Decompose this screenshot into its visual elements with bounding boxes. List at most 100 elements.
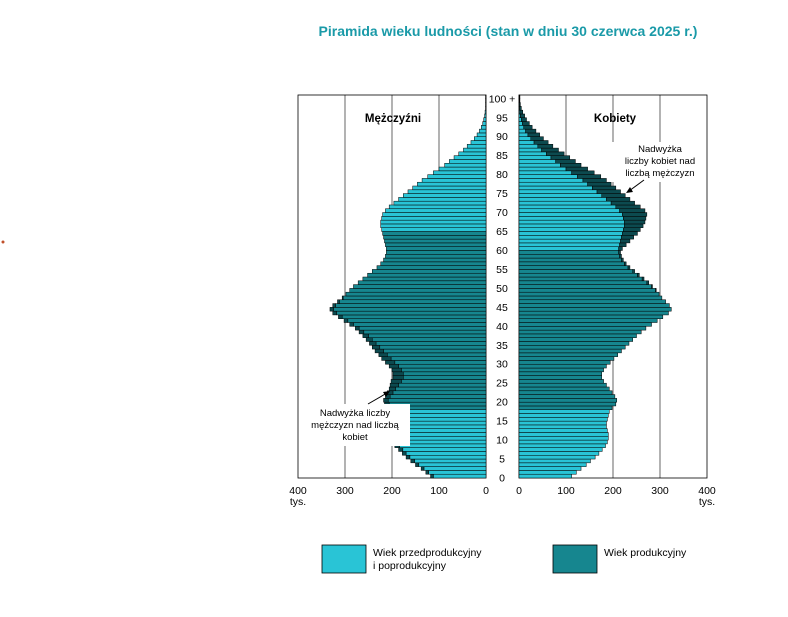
bar-women <box>518 197 607 202</box>
bar-men-surplus <box>369 341 377 346</box>
bar-women-surplus <box>546 151 565 156</box>
bar-men-surplus <box>332 310 337 316</box>
bar-women <box>518 333 637 338</box>
bar-men <box>390 356 487 361</box>
bar-men <box>393 200 487 206</box>
age-tick-label: 20 <box>496 397 508 409</box>
bar-women <box>518 424 607 429</box>
bar-men <box>341 314 487 319</box>
bar-women-surplus <box>571 170 595 175</box>
age-tick-label: 15 <box>496 416 508 428</box>
age-tick-label: 100 + <box>489 93 516 105</box>
bar-men <box>362 276 487 282</box>
bar-men-surplus <box>402 451 407 456</box>
bar-women <box>518 257 622 263</box>
bar-women <box>518 132 529 137</box>
bar-men-surplus <box>343 318 349 323</box>
bar-women <box>518 181 588 187</box>
bar-women <box>518 147 542 153</box>
bar-women <box>518 250 619 255</box>
annotation-women-surplus-line: liczby kobiet nad <box>625 156 695 167</box>
bar-women <box>518 231 623 236</box>
annotation-women-surplus-line: Nadwyżka <box>638 144 683 155</box>
bar-women <box>518 345 626 350</box>
bar-women <box>518 322 652 327</box>
bar-men <box>405 451 487 456</box>
annotation-women-arrow-line <box>628 179 645 192</box>
bar-men <box>349 288 487 293</box>
bar-women <box>518 363 607 369</box>
bar-women <box>518 276 643 282</box>
bar-women <box>518 208 620 213</box>
bar-women-surplus <box>641 276 645 282</box>
bar-men <box>449 159 487 164</box>
bar-women <box>518 432 609 437</box>
bar-women-surplus <box>541 147 559 153</box>
bar-men <box>484 113 487 119</box>
bar-men <box>396 432 487 437</box>
bar-men-surplus <box>425 470 429 475</box>
bar-men <box>339 299 487 304</box>
bar-men-surplus <box>389 382 399 388</box>
bar-men <box>357 280 487 285</box>
bar-women <box>518 155 552 160</box>
age-tick-label: 35 <box>496 340 508 352</box>
decorative-dot <box>1 240 5 244</box>
bar-women <box>518 367 604 373</box>
x-tick-label-left: 300 <box>336 485 354 497</box>
bar-men-surplus <box>415 462 420 467</box>
bar-women <box>518 454 596 460</box>
bar-women <box>518 428 608 433</box>
age-tick-label: 65 <box>496 226 508 238</box>
bar-women <box>518 280 648 285</box>
bar-men-surplus <box>341 295 344 301</box>
bar-women-surplus <box>520 113 525 119</box>
bar-women-surplus <box>651 284 653 289</box>
age-axis: 0 5 10 15 20 25 30 35 40 45 50 55 60 65 70 75 80 85 90 95 10… <box>489 93 516 484</box>
bar-women <box>518 458 591 464</box>
bar-women <box>518 284 652 289</box>
bar-women-surplus <box>615 204 641 210</box>
bar-women-surplus <box>624 219 646 225</box>
age-tick-label: 90 <box>496 131 508 143</box>
bar-women-surplus <box>622 212 648 217</box>
bar-women <box>518 398 618 403</box>
annotation-men-surplus-line: Nadwyżka liczby <box>320 408 390 419</box>
bar-men <box>398 420 487 426</box>
bar-women <box>518 386 610 392</box>
age-tick-label: 45 <box>496 302 508 314</box>
age-tick-label: 5 <box>499 454 505 466</box>
bar-women <box>518 163 561 168</box>
bar-men-surplus <box>332 303 336 308</box>
bar-men-surplus <box>388 386 397 392</box>
unit-label-right: tys. <box>699 496 715 508</box>
bar-men <box>409 454 487 460</box>
bar-men-surplus <box>355 326 360 331</box>
bar-men <box>407 189 487 194</box>
bar-men <box>397 428 487 433</box>
bar-men <box>380 219 487 225</box>
bar-men-surplus <box>392 375 404 380</box>
bar-men <box>336 310 487 316</box>
bar-men <box>333 307 487 312</box>
bar-women-surplus <box>618 250 621 255</box>
bar-men <box>386 246 487 251</box>
bar-women-surplus <box>632 269 635 274</box>
bar-men <box>387 352 487 357</box>
bar-men <box>412 185 487 191</box>
bar-men <box>453 155 487 160</box>
bar-women <box>518 151 547 156</box>
bar-men <box>386 250 487 255</box>
bar-men <box>380 223 487 228</box>
age-tick-label: 10 <box>496 435 508 447</box>
bar-women-surplus <box>619 208 646 213</box>
bar-women <box>518 326 647 331</box>
bar-men <box>389 394 487 399</box>
bar-women-surplus <box>619 254 622 259</box>
bar-women-surplus <box>519 106 522 111</box>
panel-label-men: Mężczyźni <box>365 113 421 125</box>
annotation-men-arrow-line <box>367 392 388 405</box>
legend-label: Wiek produkcyjny <box>604 547 687 559</box>
legend-swatch <box>321 544 367 574</box>
